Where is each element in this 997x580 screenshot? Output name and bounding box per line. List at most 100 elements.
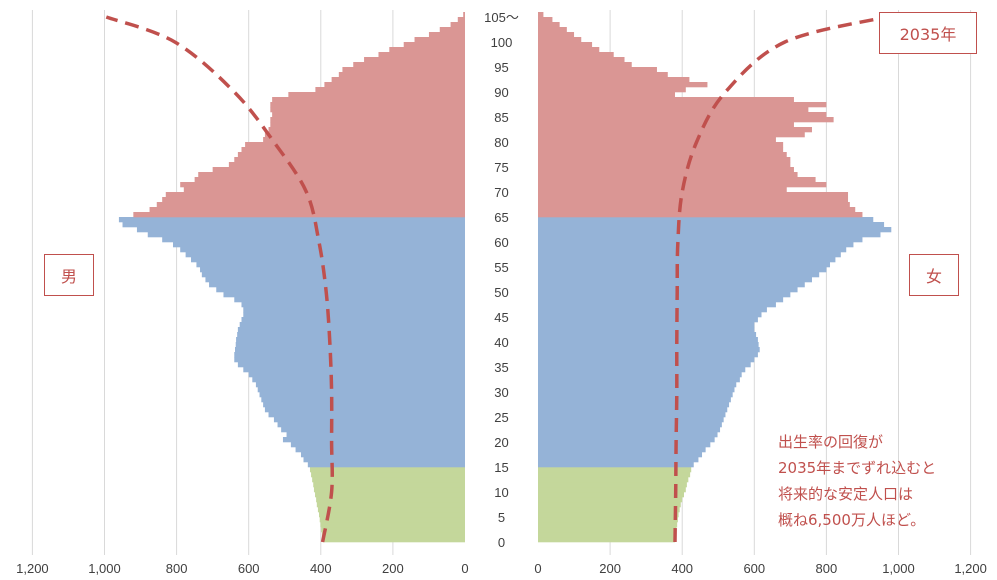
male-bar [324,82,465,88]
female-bar [538,317,758,323]
male-bar [312,477,465,483]
age-tick-label: 10 [494,485,508,500]
x-tick-left: 1,200 [16,561,49,576]
male-bar [245,142,465,148]
female-bar [538,382,737,388]
female-bar [538,522,678,528]
male-bar [439,27,465,33]
female-bar [538,102,827,108]
male-bar [389,47,465,53]
male-bar [149,207,465,213]
female-bar [538,312,762,318]
female-bar [538,17,553,23]
male-bar [307,462,465,468]
female-bar [538,117,834,123]
female-bar [538,127,812,133]
female-bar [538,97,794,103]
female-bar [538,232,881,238]
age-tick-label: 75 [494,160,508,175]
x-tick-right: 400 [671,561,693,576]
age-tick-label: 35 [494,360,508,375]
male-bar [183,187,465,193]
note-line-2: 2035年までずれ込むと [778,459,937,477]
male-bar [331,77,465,83]
female-bar [538,537,675,543]
female-bar [538,32,575,38]
x-tick-right: 200 [599,561,621,576]
male-bar [198,172,466,178]
female-bar [538,187,787,193]
female-bar [538,302,776,308]
female-bar [538,62,632,68]
female-bar [538,287,798,293]
age-tick-label: 95 [494,60,508,75]
age-tick-label: 100 [491,35,513,50]
male-bar [234,157,465,163]
female-bar [538,167,794,173]
female-bar [538,442,711,448]
female-bar [538,252,841,258]
male-bar [272,112,465,118]
x-tick-left: 1,000 [88,561,121,576]
female-bar [538,352,758,358]
male-bar [338,72,465,78]
female-bar [538,52,614,58]
female-bar [538,432,718,438]
female-bar [538,482,687,488]
male-bar [270,107,465,113]
female-bar [538,402,730,408]
male-bar [322,537,465,543]
female-bar [538,512,679,518]
female-bar [538,437,715,443]
female-bar [538,457,699,463]
female-bar [538,257,836,263]
female-bar [538,122,794,128]
male-bar [237,362,465,368]
male-bar [353,62,465,68]
male-bar [200,267,465,273]
bars-layer [118,12,892,543]
male-bar [321,532,465,538]
female-bar [538,222,885,228]
female-bar [538,77,690,83]
male-bar [216,287,465,293]
female-bar [538,72,668,78]
female-bar [538,517,678,523]
male-bar [281,427,465,433]
age-tick-label: 80 [494,135,508,150]
x-tick-left: 400 [310,561,332,576]
male-bar [201,272,465,278]
male-bar [237,332,465,338]
male-bar [378,52,465,58]
female-bar [538,37,582,43]
female-bar [538,57,625,63]
male-bar [147,232,465,238]
male-bar [255,382,465,388]
male-bar [315,87,465,93]
male-bar [162,237,465,243]
female-bar [538,502,681,508]
female-bar [538,307,767,313]
male-bar [236,337,465,343]
age-tick-label: 30 [494,385,508,400]
female-bar [538,422,722,428]
male-bar [259,392,465,398]
male-bar [212,167,465,173]
female-bar [538,467,692,473]
male-bar [288,92,465,98]
female-bar [538,242,854,248]
male-bar [270,102,465,108]
female-bar [538,277,812,283]
female-bar [538,347,760,353]
female-bar [538,107,809,113]
male-bar [268,412,465,418]
female-bar [538,527,677,533]
female-bar [538,227,892,233]
female-bar [538,367,746,373]
female-bar [538,92,675,98]
male-bar [270,117,465,123]
female-bar [538,407,728,413]
male-bar [263,402,465,408]
female-bar [538,267,827,273]
male-bar [403,42,465,48]
